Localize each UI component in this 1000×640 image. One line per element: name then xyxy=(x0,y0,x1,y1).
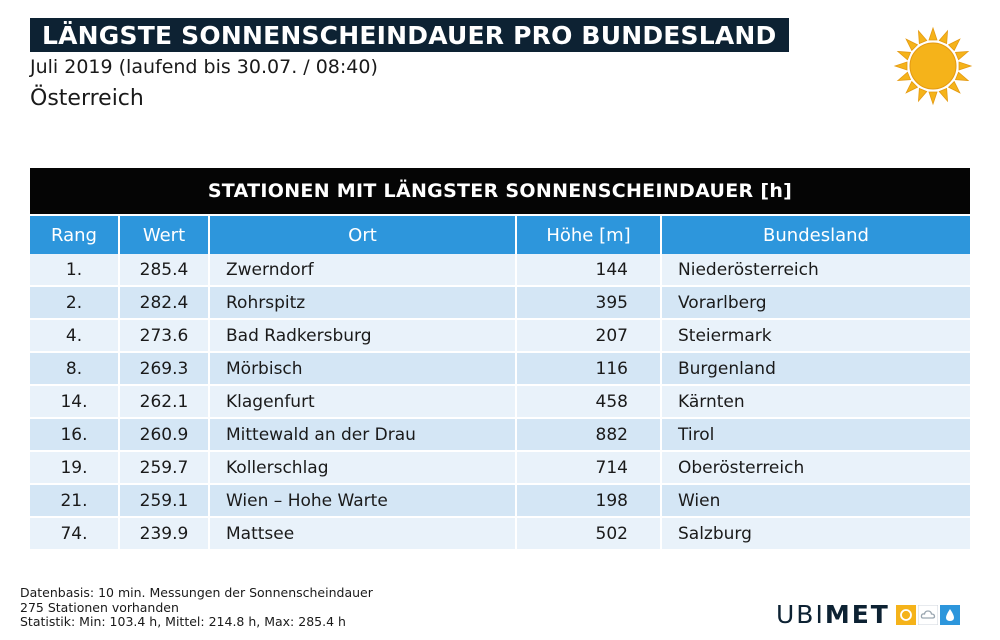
footer-note-datenbasis: Datenbasis: 10 min. Messungen der Sonnen… xyxy=(20,585,373,600)
table-row: 16. 260.9 Mittewald an der Drau 882 Tiro… xyxy=(30,419,970,452)
table-header-row: Rang Wert Ort Höhe [m] Bundesland xyxy=(30,214,970,254)
cell-ort: Kollerschlag xyxy=(210,452,517,485)
cell-hoehe: 144 xyxy=(517,254,662,287)
cell-hoehe: 207 xyxy=(517,320,662,353)
cell-rang: 1. xyxy=(30,254,120,287)
table-row: 8. 269.3 Mörbisch 116 Burgenland xyxy=(30,353,970,386)
table-row: 19. 259.7 Kollerschlag 714 Oberösterreic… xyxy=(30,452,970,485)
cell-hoehe: 502 xyxy=(517,518,662,551)
sun-icon xyxy=(890,26,976,106)
cell-hoehe: 882 xyxy=(517,419,662,452)
cell-ort: Mörbisch xyxy=(210,353,517,386)
column-header-bundesland: Bundesland xyxy=(662,214,970,254)
page-subtitle: Juli 2019 (laufend bis 30.07. / 08:40) xyxy=(30,56,378,78)
table-row: 14. 262.1 Klagenfurt 458 Kärnten xyxy=(30,386,970,419)
cell-ort: Mattsee xyxy=(210,518,517,551)
column-header-ort: Ort xyxy=(210,214,517,254)
cell-bundesland: Burgenland xyxy=(662,353,970,386)
table-row: 1. 285.4 Zwerndorf 144 Niederösterreich xyxy=(30,254,970,287)
cell-ort: Zwerndorf xyxy=(210,254,517,287)
column-header-wert: Wert xyxy=(120,214,210,254)
table-row: 74. 239.9 Mattsee 502 Salzburg xyxy=(30,518,970,551)
cell-wert: 259.1 xyxy=(120,485,210,518)
drop-square-icon xyxy=(939,605,960,625)
cell-wert: 282.4 xyxy=(120,287,210,320)
cell-hoehe: 395 xyxy=(517,287,662,320)
cell-bundesland: Kärnten xyxy=(662,386,970,419)
column-header-hoehe: Höhe [m] xyxy=(517,214,662,254)
cell-ort: Bad Radkersburg xyxy=(210,320,517,353)
cell-bundesland: Niederösterreich xyxy=(662,254,970,287)
footer-note-stationen: 275 Stationen vorhanden xyxy=(20,599,179,615)
page-title: LÄNGSTE SONNENSCHEINDAUER PRO BUNDESLAND xyxy=(30,18,789,52)
cell-bundesland: Wien xyxy=(662,485,970,518)
sunshine-table-panel: STATIONEN MIT LÄNGSTER SONNENSCHEINDAUER… xyxy=(30,168,970,551)
sunshine-table: Rang Wert Ort Höhe [m] Bundesland 1. 285… xyxy=(30,214,970,551)
cell-wert: 262.1 xyxy=(120,386,210,419)
cell-rang: 8. xyxy=(30,353,120,386)
cell-wert: 260.9 xyxy=(120,419,210,452)
table-row: 21. 259.1 Wien – Hohe Warte 198 Wien xyxy=(30,485,970,518)
cell-rang: 2. xyxy=(30,287,120,320)
sun-square-icon xyxy=(895,605,916,625)
cell-ort: Mittewald an der Drau xyxy=(210,419,517,452)
cell-hoehe: 116 xyxy=(517,353,662,386)
footer-note-statistik: Statistik: Min: 103.4 h, Mittel: 214.8 h… xyxy=(20,614,346,629)
brand-part-1: UBI xyxy=(776,600,825,629)
cell-wert: 239.9 xyxy=(120,518,210,551)
cell-bundesland: Salzburg xyxy=(662,518,970,551)
brand-part-2: MET xyxy=(824,600,890,629)
region-label: Österreich xyxy=(30,86,144,111)
cell-wert: 285.4 xyxy=(120,254,210,287)
cell-wert: 273.6 xyxy=(120,320,210,353)
table-row: 4. 273.6 Bad Radkersburg 207 Steiermark xyxy=(30,320,970,353)
cell-wert: 259.7 xyxy=(120,452,210,485)
brand-logo: UBIMET xyxy=(776,600,960,630)
cell-hoehe: 458 xyxy=(517,386,662,419)
table-row: 2. 282.4 Rohrspitz 395 Vorarlberg xyxy=(30,287,970,320)
cell-ort: Rohrspitz xyxy=(210,287,517,320)
cell-rang: 19. xyxy=(30,452,120,485)
brand-wordmark: UBIMET xyxy=(776,600,890,630)
cell-hoehe: 198 xyxy=(517,485,662,518)
cell-ort: Klagenfurt xyxy=(210,386,517,419)
cell-bundesland: Tirol xyxy=(662,419,970,452)
cell-bundesland: Steiermark xyxy=(662,320,970,353)
cell-bundesland: Vorarlberg xyxy=(662,287,970,320)
cell-rang: 16. xyxy=(30,419,120,452)
cell-rang: 21. xyxy=(30,485,120,518)
cell-rang: 14. xyxy=(30,386,120,419)
table-title: STATIONEN MIT LÄNGSTER SONNENSCHEINDAUER… xyxy=(30,168,970,214)
cell-wert: 269.3 xyxy=(120,353,210,386)
footer-notes: Datenbasis: 10 min. Messungen der Sonnen… xyxy=(20,585,373,630)
cell-rang: 74. xyxy=(30,518,120,551)
cell-ort: Wien – Hohe Warte xyxy=(210,485,517,518)
cell-hoehe: 714 xyxy=(517,452,662,485)
brand-icons xyxy=(895,605,960,625)
cell-bundesland: Oberösterreich xyxy=(662,452,970,485)
cloud-square-icon xyxy=(917,605,938,625)
cell-rang: 4. xyxy=(30,320,120,353)
column-header-rang: Rang xyxy=(30,214,120,254)
